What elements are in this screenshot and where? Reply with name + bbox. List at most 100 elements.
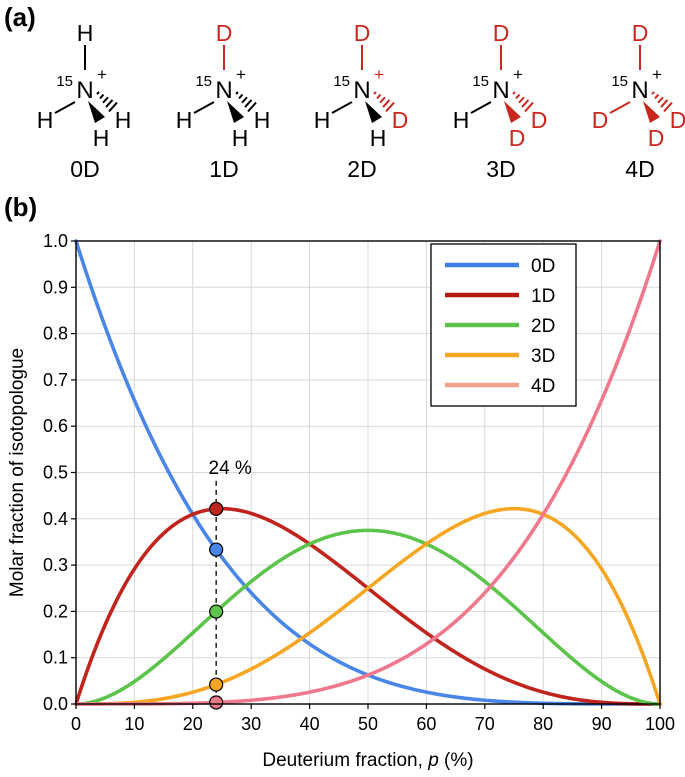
x-axis-label-part: (%) xyxy=(439,750,474,771)
molecule-caption: 3D xyxy=(486,156,515,182)
atom-left: H xyxy=(453,107,470,133)
atom-left: H xyxy=(314,107,331,133)
legend-label: 3D xyxy=(531,346,555,367)
legend: 0D 1D 2D 3D 4D xyxy=(430,243,577,407)
hash-stroke xyxy=(238,93,244,100)
bond-hash xyxy=(512,91,534,113)
isotope-mass: 15 xyxy=(611,73,628,90)
bond-hash xyxy=(373,91,395,113)
x-tick-label: 30 xyxy=(241,714,261,734)
x-tick-label: 90 xyxy=(592,714,612,734)
isotope-mass: 15 xyxy=(472,73,489,90)
y-tick-label: 0.3 xyxy=(43,555,68,575)
charge: + xyxy=(513,65,523,84)
legend-label: 2D xyxy=(531,316,555,337)
hash-stroke xyxy=(518,96,525,104)
hash-stroke xyxy=(657,96,664,104)
atom-wedge: H xyxy=(370,125,387,151)
y-tick-label: 0.6 xyxy=(43,416,68,436)
atom-hash: H xyxy=(254,107,271,133)
atom-top: D xyxy=(216,20,233,46)
marker-label: 24 % xyxy=(209,458,252,479)
nitrogen-atom: N xyxy=(76,77,93,104)
hash-stroke xyxy=(102,96,109,104)
bond-wedge xyxy=(643,101,660,123)
x-tick-label: 80 xyxy=(533,714,553,734)
hash-stroke xyxy=(524,101,534,113)
x-tick-label: 20 xyxy=(183,714,203,734)
atom-wedge: D xyxy=(648,125,665,151)
y-tick-label: 0.5 xyxy=(43,463,68,483)
atom-left: H xyxy=(176,107,193,133)
x-tick-label: 10 xyxy=(124,714,144,734)
x-tick-label: 60 xyxy=(416,714,436,734)
bond-hash xyxy=(651,91,673,113)
hash-stroke xyxy=(241,96,248,104)
isotope-mass: 15 xyxy=(195,73,212,90)
atom-hash: D xyxy=(670,107,685,133)
bond-wedge xyxy=(227,101,244,123)
charge: + xyxy=(652,65,662,84)
bond-left xyxy=(193,101,215,114)
nitrogen-atom: N xyxy=(492,77,509,104)
y-tick-label: 0.7 xyxy=(43,370,68,390)
y-tick-label: 1.0 xyxy=(43,231,68,251)
marker-point-3d xyxy=(209,677,224,692)
molecule-caption: 1D xyxy=(209,156,238,182)
hash-stroke xyxy=(385,101,395,113)
x-tick-label: 0 xyxy=(71,714,81,734)
bond-wedge xyxy=(365,101,382,123)
atom-top: D xyxy=(632,20,649,46)
hash-stroke xyxy=(235,91,239,95)
isotope-mass: 15 xyxy=(333,73,350,90)
atom-wedge: H xyxy=(232,125,249,151)
atom-wedge: H xyxy=(93,125,110,151)
hash-stroke xyxy=(105,99,114,108)
x-tick-label: 100 xyxy=(645,714,675,734)
x-tick-label: 70 xyxy=(475,714,495,734)
x-axis-ticks: 0 10 20 30 40 50 60 70 80 90 100 xyxy=(71,704,675,734)
nitrogen-atom: N xyxy=(631,77,648,104)
hash-stroke xyxy=(244,99,253,108)
marker-point-4d xyxy=(209,695,224,710)
marker-point-0d xyxy=(209,542,224,557)
atom-top: D xyxy=(493,20,510,46)
y-axis-label: Molar fraction of isotopologue xyxy=(7,348,28,597)
bond-hash xyxy=(96,91,118,113)
molecule-caption: 0D xyxy=(70,156,99,182)
y-tick-label: 0.4 xyxy=(43,509,68,529)
atom-hash: D xyxy=(392,107,409,133)
panel-b-label: (b) xyxy=(4,192,37,222)
marker-point-2d xyxy=(209,604,224,619)
atom-wedge: D xyxy=(509,125,526,151)
hash-stroke xyxy=(521,99,530,108)
y-tick-label: 0.1 xyxy=(43,648,68,668)
x-tick-label: 40 xyxy=(300,714,320,734)
legend-label: 0D xyxy=(531,256,555,277)
atom-hash: H xyxy=(115,107,132,133)
hash-stroke xyxy=(512,91,516,95)
hash-stroke xyxy=(660,99,669,108)
bond-hash xyxy=(235,91,257,113)
hash-stroke xyxy=(382,99,391,108)
molecule-caption: 2D xyxy=(347,156,376,182)
y-tick-label: 0.9 xyxy=(43,277,68,297)
bond-left xyxy=(470,101,492,114)
charge: + xyxy=(374,65,384,84)
y-tick-label: 0.0 xyxy=(43,694,68,714)
bond-wedge xyxy=(504,101,521,123)
panel-a-label: (a) xyxy=(4,2,36,32)
x-tick-label: 50 xyxy=(358,714,378,734)
x-axis-label-variable: p xyxy=(427,750,439,771)
atom-top: D xyxy=(354,20,371,46)
atom-left: H xyxy=(37,107,54,133)
hash-stroke xyxy=(108,101,118,113)
series-line-3d xyxy=(74,506,662,706)
